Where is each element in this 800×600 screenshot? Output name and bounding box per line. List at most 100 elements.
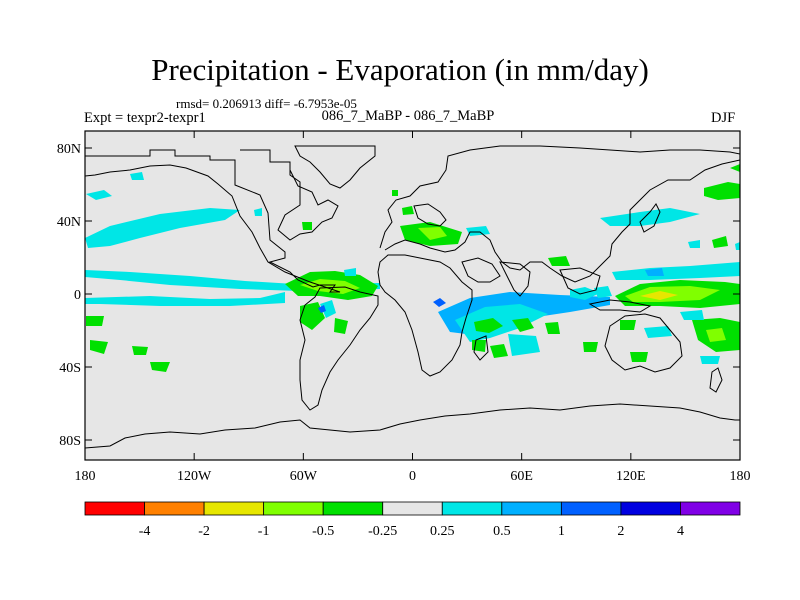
colorbar-label: 2 bbox=[617, 524, 624, 539]
contour-region bbox=[318, 305, 326, 313]
colorbar-label: 0.5 bbox=[493, 524, 511, 539]
colorbar-swatch bbox=[84, 501, 145, 516]
period-label: 086_7_MaBP - 086_7_MaBP bbox=[321, 108, 495, 124]
experiment-label: Expt = texpr2-texpr1 bbox=[84, 110, 206, 126]
contour-region bbox=[150, 362, 170, 372]
contour-region bbox=[86, 316, 104, 326]
colorbar-swatch bbox=[382, 501, 443, 516]
contour-region bbox=[466, 226, 490, 236]
colorbar: -4 -2 -1 -0.5 -0.25 0.25 0.5 1 2 4 bbox=[84, 501, 741, 539]
japan-coast bbox=[639, 203, 661, 233]
contour-region bbox=[320, 300, 336, 318]
axis-ticks: 180 120W 60W 0 60E 120E 180 80N 40N 0 40S 80S bbox=[57, 131, 751, 484]
southeast-asia-coast bbox=[559, 267, 601, 295]
contour-region bbox=[583, 342, 598, 352]
stats-line: rmsd= 0.206913 diff= -6.7953e-05 bbox=[176, 96, 357, 112]
colorbar-label: -0.25 bbox=[368, 524, 397, 539]
contour-region bbox=[302, 222, 312, 230]
contour-region bbox=[594, 286, 612, 298]
contour-region bbox=[300, 279, 360, 294]
contour-region bbox=[433, 298, 446, 307]
australia-coast bbox=[604, 313, 683, 373]
lon-tick-label: 60W bbox=[290, 469, 318, 484]
contour-region bbox=[612, 262, 740, 280]
colorbar-swatch bbox=[263, 501, 324, 516]
contour-region bbox=[712, 236, 728, 248]
greenland-coast bbox=[294, 145, 376, 189]
contour-region bbox=[645, 268, 664, 276]
rmsd-value: rmsd= 0.206913 bbox=[176, 96, 262, 111]
colorbar-swatch bbox=[441, 501, 503, 516]
contour-region bbox=[730, 164, 740, 172]
contour-region bbox=[474, 318, 503, 333]
plot-title: Precipitation - Evaporation (in mm/day) bbox=[151, 52, 649, 87]
contour-region bbox=[640, 291, 678, 300]
colorbar-swatch bbox=[144, 501, 205, 516]
contour-region bbox=[90, 340, 108, 354]
south-america-coast bbox=[299, 286, 379, 411]
contour-region bbox=[402, 206, 414, 215]
contour-region bbox=[392, 190, 398, 196]
contour-region bbox=[418, 227, 447, 240]
contour-region bbox=[85, 208, 240, 248]
contour-region bbox=[254, 208, 262, 216]
europe-seas-coast bbox=[413, 203, 447, 227]
contour-region bbox=[334, 318, 348, 334]
arctic-canada-coast bbox=[240, 149, 339, 241]
lon-tick-label: 120W bbox=[177, 469, 212, 484]
north-america-coast bbox=[85, 149, 341, 293]
lon-tick-label: 0 bbox=[409, 469, 416, 484]
colorbar-label: -1 bbox=[258, 524, 270, 539]
india-coast bbox=[499, 261, 531, 297]
contour-region bbox=[688, 240, 700, 248]
eurasia-coast bbox=[379, 145, 740, 283]
contour-region bbox=[85, 292, 285, 306]
lon-tick-label: 60E bbox=[510, 469, 533, 484]
contour-region bbox=[680, 310, 704, 320]
contour-region bbox=[706, 328, 726, 342]
lon-tick-label: 180 bbox=[730, 469, 751, 484]
contour-region bbox=[704, 182, 740, 200]
indonesia-coast bbox=[588, 299, 652, 313]
contour-region bbox=[620, 320, 636, 330]
lon-tick-label: 180 bbox=[75, 469, 96, 484]
lat-tick-label: 80N bbox=[57, 142, 81, 157]
new-zealand-coast bbox=[709, 367, 723, 393]
lat-tick-label: 80S bbox=[59, 434, 81, 449]
contour-region bbox=[600, 208, 700, 226]
colorbar-label: -0.5 bbox=[312, 524, 334, 539]
lat-tick-label: 40N bbox=[57, 215, 81, 230]
season-label: DJF bbox=[711, 110, 736, 126]
contour-region bbox=[570, 287, 600, 300]
colorbar-label: -2 bbox=[198, 524, 210, 539]
lat-tick-label: 0 bbox=[74, 288, 81, 303]
colorbar-label: -4 bbox=[139, 524, 151, 539]
arabia-coast bbox=[461, 257, 501, 283]
diff-value: diff= -6.7953e-05 bbox=[264, 96, 357, 111]
contour-region bbox=[700, 356, 720, 364]
antarctica-coast bbox=[85, 403, 740, 460]
contour-region bbox=[490, 344, 508, 358]
contour-region bbox=[735, 242, 740, 250]
contour-region bbox=[644, 326, 672, 338]
colorbar-swatch bbox=[620, 501, 681, 516]
contour-region bbox=[132, 346, 148, 355]
colorbar-label: 0.25 bbox=[430, 524, 455, 539]
colorbar-label: 1 bbox=[558, 524, 565, 539]
contour-region bbox=[512, 318, 534, 332]
colorbar-swatch bbox=[560, 501, 622, 516]
africa-coast bbox=[377, 254, 473, 377]
contour-region bbox=[545, 322, 560, 334]
colorbar-swatch bbox=[322, 501, 384, 516]
contour-region bbox=[86, 190, 112, 200]
colorbar-swatch bbox=[203, 501, 265, 516]
lon-tick-label: 120E bbox=[616, 469, 646, 484]
contour-region bbox=[630, 352, 648, 362]
madagascar-coast bbox=[473, 335, 489, 361]
contour-region bbox=[508, 334, 540, 356]
contour-region bbox=[130, 172, 144, 180]
contour-region bbox=[455, 304, 548, 342]
colorbar-swatch bbox=[680, 501, 741, 516]
contour-region bbox=[344, 268, 356, 276]
